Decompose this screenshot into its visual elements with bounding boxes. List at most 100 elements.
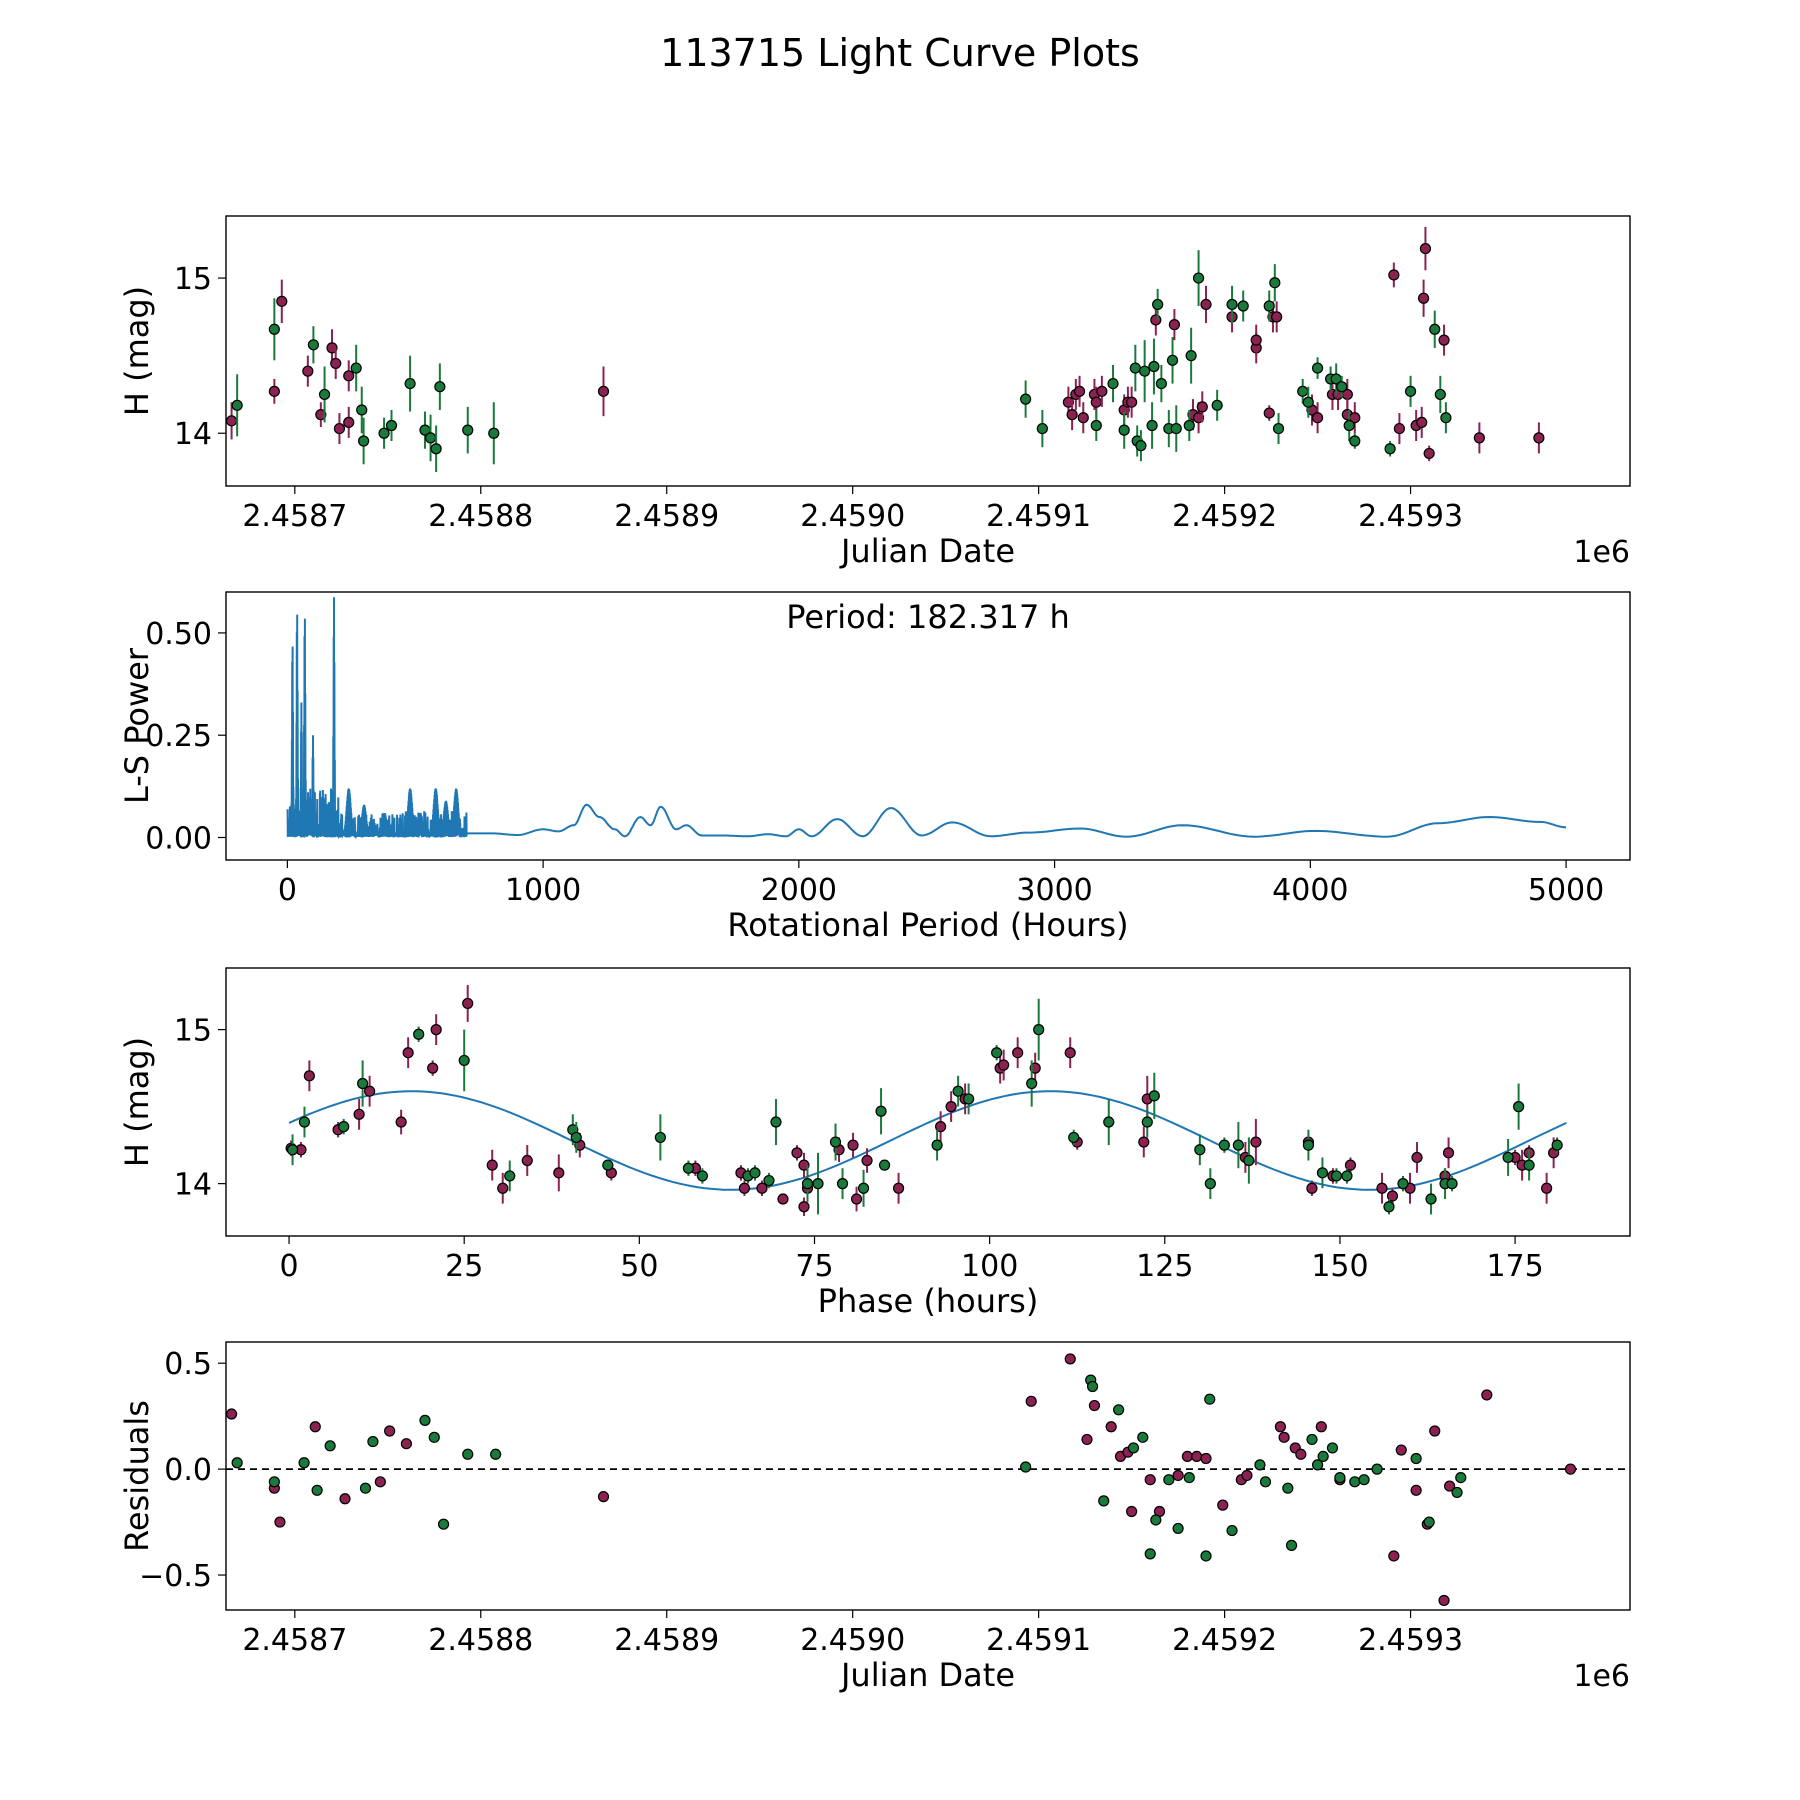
data-point: [777, 1193, 789, 1205]
data-point: [857, 1182, 870, 1194]
data-point: [521, 1154, 533, 1167]
data-point: [1020, 1461, 1032, 1473]
data-point: [486, 1159, 498, 1171]
data-point: [419, 1414, 431, 1426]
data-point: [428, 1431, 440, 1443]
data-point: [1185, 350, 1197, 362]
data-point: [875, 1105, 887, 1117]
data-point: [850, 1193, 863, 1205]
series-b: [286, 998, 1563, 1215]
data-point: [1440, 412, 1452, 424]
data-point: [309, 1421, 321, 1433]
y-tick-label: 14: [174, 417, 212, 452]
x-tick-label: 2.4592: [1172, 499, 1277, 534]
data-point: [1411, 1151, 1423, 1164]
data-point: [602, 1159, 614, 1171]
data-point: [1155, 377, 1167, 390]
data-point: [1410, 1484, 1422, 1496]
data-point: [384, 1425, 396, 1437]
data-point: [1444, 1480, 1456, 1492]
data-point: [1232, 1139, 1244, 1151]
data-point: [1423, 1516, 1435, 1528]
plot-frame: [225, 1341, 1631, 1611]
data-point: [1127, 1442, 1140, 1454]
data-point: [1419, 242, 1432, 255]
data-point: [357, 1077, 369, 1090]
data-point: [1029, 1062, 1041, 1074]
x-tick-label: 150: [1311, 1249, 1368, 1284]
data-point: [1269, 277, 1281, 289]
x-offset-label: 1e6: [1573, 535, 1630, 570]
data-point: [1330, 1170, 1343, 1182]
data-point: [1139, 365, 1151, 377]
data-point: [318, 388, 331, 401]
data-point: [1135, 440, 1147, 452]
data-point: [1311, 412, 1324, 424]
data-point: [1306, 1433, 1318, 1446]
data-point: [1388, 1550, 1400, 1562]
x-tick-label: 0: [280, 1249, 299, 1284]
x-tick-label: 2.4592: [1172, 1623, 1277, 1658]
data-point: [367, 1435, 379, 1448]
x-tick-label: 25: [445, 1249, 483, 1284]
plot-frame: [225, 967, 1631, 1237]
data-point: [991, 1047, 1003, 1059]
data-point: [374, 1476, 386, 1488]
data-point: [1170, 422, 1182, 435]
data-point: [497, 1182, 509, 1194]
data-point: [303, 1070, 315, 1082]
data-point: [1541, 1182, 1553, 1194]
x-axis-label: Julian Date: [839, 1656, 1015, 1694]
data-point: [798, 1201, 810, 1213]
data-point: [791, 1147, 803, 1159]
data-point: [504, 1170, 516, 1182]
data-point: [1502, 1151, 1514, 1164]
data-point: [298, 1116, 311, 1128]
data-point: [1191, 1450, 1203, 1463]
data-point: [1148, 360, 1160, 373]
data-point: [1297, 385, 1309, 397]
data-point: [1226, 1524, 1238, 1537]
data-point: [1336, 381, 1348, 393]
data-point: [1181, 1450, 1194, 1463]
data-point: [298, 1457, 310, 1469]
y-tick-label: −0.5: [139, 1559, 212, 1594]
data-point: [274, 1516, 286, 1528]
y-tick-label: 0.25: [145, 719, 212, 754]
x-tick-label: 2000: [761, 873, 837, 908]
data-point: [1146, 419, 1158, 432]
x-axis-label: Rotational Period (Hours): [727, 906, 1128, 944]
data-point: [1026, 1077, 1038, 1090]
data-point: [330, 357, 342, 370]
data-point: [1481, 1389, 1493, 1401]
data-point: [1271, 311, 1283, 323]
data-point: [338, 1121, 350, 1133]
data-point: [1551, 1139, 1563, 1151]
series-a: [225, 1353, 1577, 1607]
data-point: [1564, 1463, 1577, 1475]
data-point: [1513, 1101, 1525, 1113]
data-point: [770, 1116, 782, 1128]
data-point: [1438, 1594, 1450, 1607]
x-tick-label: 1000: [505, 873, 581, 908]
data-point: [1455, 1471, 1467, 1484]
data-point: [1451, 1486, 1463, 1499]
data-point: [1417, 292, 1430, 304]
data-point: [1150, 1514, 1162, 1526]
data-point: [1150, 314, 1162, 326]
data-point: [1243, 1154, 1255, 1167]
data-point: [1306, 1182, 1318, 1194]
data-point: [1429, 323, 1441, 335]
data-point: [812, 1178, 824, 1190]
data-point: [424, 432, 437, 444]
data-point: [268, 323, 280, 335]
data-point: [358, 435, 370, 447]
data-point: [1250, 1136, 1262, 1148]
data-point: [434, 381, 446, 393]
data-point: [1200, 1452, 1212, 1465]
data-point: [1137, 1431, 1149, 1443]
data-point: [353, 1108, 365, 1120]
data-point: [1025, 1395, 1037, 1407]
x-tick-label: 2.4587: [242, 499, 347, 534]
y-tick-label: 0.00: [145, 821, 212, 856]
